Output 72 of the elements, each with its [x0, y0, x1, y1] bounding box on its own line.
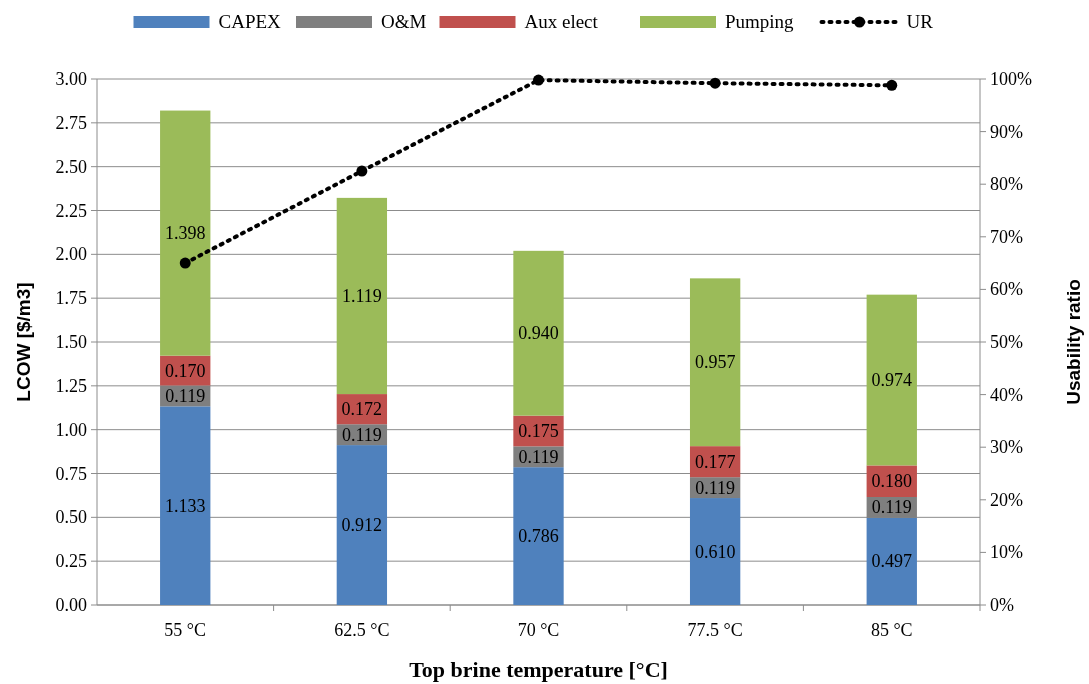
- bar: [689, 498, 741, 605]
- y2-tick-label: 60%: [990, 279, 1023, 300]
- y2-tick-label: 0%: [990, 595, 1014, 615]
- data-label: 0.957: [694, 352, 736, 373]
- data-label: 0.180: [871, 471, 913, 492]
- y2-tick-label: 90%: [990, 121, 1023, 142]
- data-label: 0.170: [164, 360, 206, 381]
- y-tick-label: 0.00: [55, 595, 87, 615]
- x-tick-label: 85 °C: [870, 620, 913, 640]
- y-axis-title: LCOW [$/m3]: [13, 282, 34, 402]
- y-tick-label: 1.50: [55, 332, 87, 352]
- y2-tick-label: 10%: [990, 542, 1023, 563]
- data-label: 0.786: [518, 526, 559, 547]
- bar: [689, 278, 741, 447]
- y2-tick-label: 20%: [990, 489, 1023, 510]
- y-tick-label: 0.50: [55, 507, 87, 528]
- y-tick-label: 3.00: [55, 69, 87, 89]
- y2-tick-label: 70%: [990, 226, 1023, 247]
- y-tick-label: 1.25: [55, 375, 87, 396]
- data-label: 0.172: [341, 399, 383, 420]
- data-label: 1.398: [164, 223, 206, 244]
- bar: [336, 197, 388, 395]
- data-label: 1.133: [164, 495, 206, 516]
- data-label: 0.497: [871, 551, 913, 572]
- y2-tick-label: 30%: [990, 437, 1023, 458]
- point: [179, 257, 191, 269]
- data-label: 0.119: [695, 477, 736, 498]
- point: [533, 74, 544, 86]
- legend-label: Pumping: [725, 11, 795, 32]
- y-tick-label: 2.25: [55, 200, 87, 221]
- data-label: 0.610: [694, 541, 736, 562]
- legend-label: O&M: [381, 11, 427, 32]
- point: [886, 79, 898, 91]
- bar: [513, 467, 564, 605]
- y-tick-label: 0.25: [55, 551, 87, 572]
- data-label: 0.974: [871, 370, 913, 391]
- legend-label: CAPEX: [218, 11, 282, 32]
- data-label: 0.119: [165, 385, 206, 406]
- bar: [866, 517, 917, 605]
- x-tick-label: 55 °C: [164, 620, 207, 640]
- data-label: 0.177: [694, 451, 736, 472]
- legend-label: Aux elect: [524, 11, 599, 32]
- y2-tick-label: 80%: [990, 174, 1023, 195]
- bar: [160, 406, 211, 605]
- y-tick-label: 2.00: [55, 244, 87, 265]
- y2-tick-label: 100%: [990, 69, 1032, 89]
- x-tick-label: 77.5 °C: [687, 620, 743, 640]
- y-tick-label: 1.75: [55, 288, 87, 309]
- bar: [336, 445, 388, 605]
- data-label: 0.119: [518, 446, 559, 467]
- x-axis-title: Top brine temperature [°C]: [409, 657, 668, 682]
- data-label: 0.912: [341, 515, 383, 536]
- data-label: 0.119: [871, 497, 912, 518]
- y-tick-label: 1.00: [55, 419, 87, 440]
- y-tick-label: 0.75: [55, 463, 87, 484]
- data-label: 0.940: [518, 323, 559, 344]
- data-label: 0.119: [341, 424, 382, 445]
- bar: [160, 110, 211, 356]
- point: [356, 165, 368, 177]
- y2-axis-title: Usability ratio: [1063, 279, 1084, 405]
- y-tick-label: 2.50: [55, 156, 87, 177]
- y2-tick-label: 40%: [990, 384, 1023, 405]
- x-tick-label: 70 °C: [517, 620, 560, 640]
- x-tick-label: 62.5 °C: [334, 620, 390, 640]
- data-label: 1.119: [341, 285, 382, 306]
- legend-label: UR: [906, 11, 934, 32]
- y2-tick-label: 50%: [990, 332, 1023, 352]
- bar: [866, 294, 917, 466]
- point: [709, 77, 721, 89]
- bar: [513, 250, 564, 416]
- data-label: 0.175: [518, 420, 559, 441]
- y-tick-label: 2.75: [55, 112, 87, 133]
